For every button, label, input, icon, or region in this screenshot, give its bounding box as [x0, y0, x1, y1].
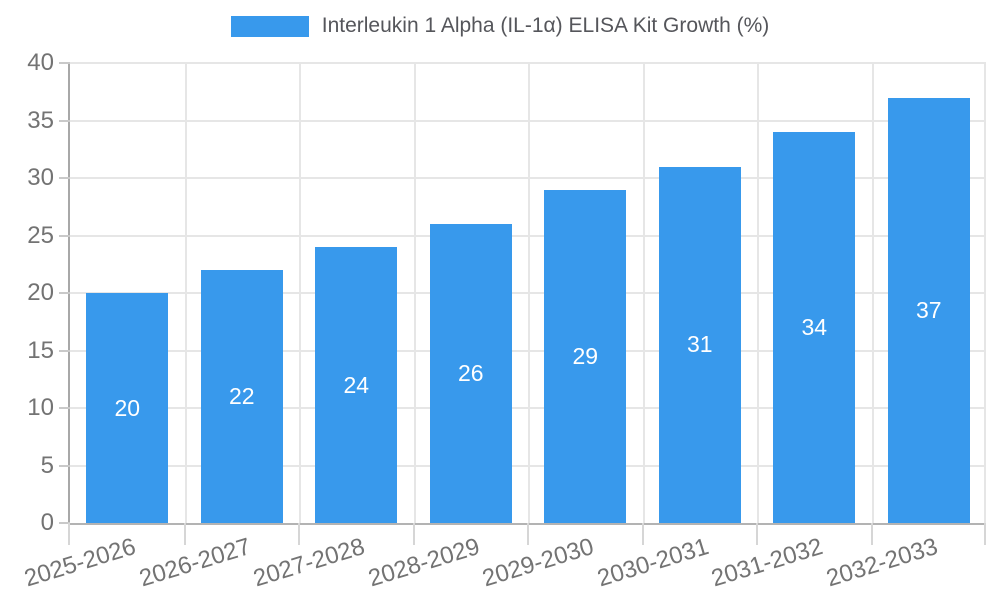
legend-item[interactable]: Interleukin 1 Alpha (IL-1α) ELISA Kit Gr…	[230, 14, 770, 38]
y-tick-label: 15	[27, 336, 54, 364]
x-tick-mark	[183, 523, 186, 545]
legend-label: Interleukin 1 Alpha (IL-1α) ELISA Kit Gr…	[321, 14, 770, 37]
gridline-vertical	[299, 63, 301, 523]
y-tick-label: 30	[27, 164, 54, 191]
bar-value-label: 31	[686, 331, 713, 358]
legend-swatch	[230, 15, 309, 37]
y-tick-label: 20	[27, 279, 54, 306]
bar[interactable]: 31	[658, 166, 741, 523]
bar-value-label: 26	[457, 360, 484, 386]
bar-value-label: 34	[801, 314, 828, 340]
y-tick-label: 0	[40, 509, 54, 536]
bar[interactable]: 37	[887, 97, 970, 523]
y-tick-mark	[59, 522, 70, 524]
bar[interactable]: 20	[86, 293, 169, 523]
x-tick-mark	[984, 523, 986, 545]
gridline-vertical	[413, 63, 416, 523]
x-tick-mark	[641, 523, 644, 545]
bar[interactable]: 29	[544, 189, 627, 523]
y-tick-mark	[59, 292, 70, 294]
gridline-vertical	[642, 63, 645, 523]
x-tick-mark	[298, 523, 300, 545]
x-tick-mark	[68, 523, 70, 545]
y-tick-label: 40	[27, 49, 54, 76]
x-tick-mark	[870, 523, 873, 545]
gridline-vertical	[528, 63, 530, 523]
x-tick-mark	[527, 523, 529, 545]
y-tick-mark	[59, 349, 70, 352]
bar-value-label: 29	[572, 342, 599, 369]
gridline-vertical	[984, 63, 986, 523]
bar[interactable]: 34	[773, 132, 856, 523]
y-tick-mark	[59, 464, 70, 467]
bar-value-label: 22	[228, 383, 255, 409]
gridline-vertical	[184, 63, 187, 523]
y-tick-mark	[59, 234, 70, 237]
y-tick-mark	[59, 62, 70, 64]
y-tick-label: 10	[27, 394, 54, 421]
gridline-vertical	[757, 63, 759, 523]
bar[interactable]: 24	[315, 247, 398, 523]
y-tick-mark	[59, 119, 70, 122]
gridline-vertical	[871, 63, 874, 523]
x-tick-mark	[756, 523, 758, 545]
bar[interactable]: 22	[200, 270, 283, 523]
y-tick-mark	[59, 407, 70, 409]
y-tick-label: 25	[27, 221, 54, 249]
chart-legend: Interleukin 1 Alpha (IL-1α) ELISA Kit Gr…	[0, 14, 1000, 38]
y-tick-label: 5	[40, 451, 54, 479]
y-tick-label: 35	[27, 106, 54, 134]
bar-value-label: 24	[343, 371, 370, 398]
bar-value-label: 20	[114, 394, 141, 421]
x-tick-mark	[412, 523, 415, 545]
plot-area: 0 5 10 15 20 25 30 35 40 20 2025-2026 22 2026-2027 24…	[21, 49, 986, 592]
bar-value-label: 37	[915, 296, 942, 323]
bar[interactable]: 26	[429, 224, 512, 523]
y-tick-mark	[59, 177, 70, 179]
